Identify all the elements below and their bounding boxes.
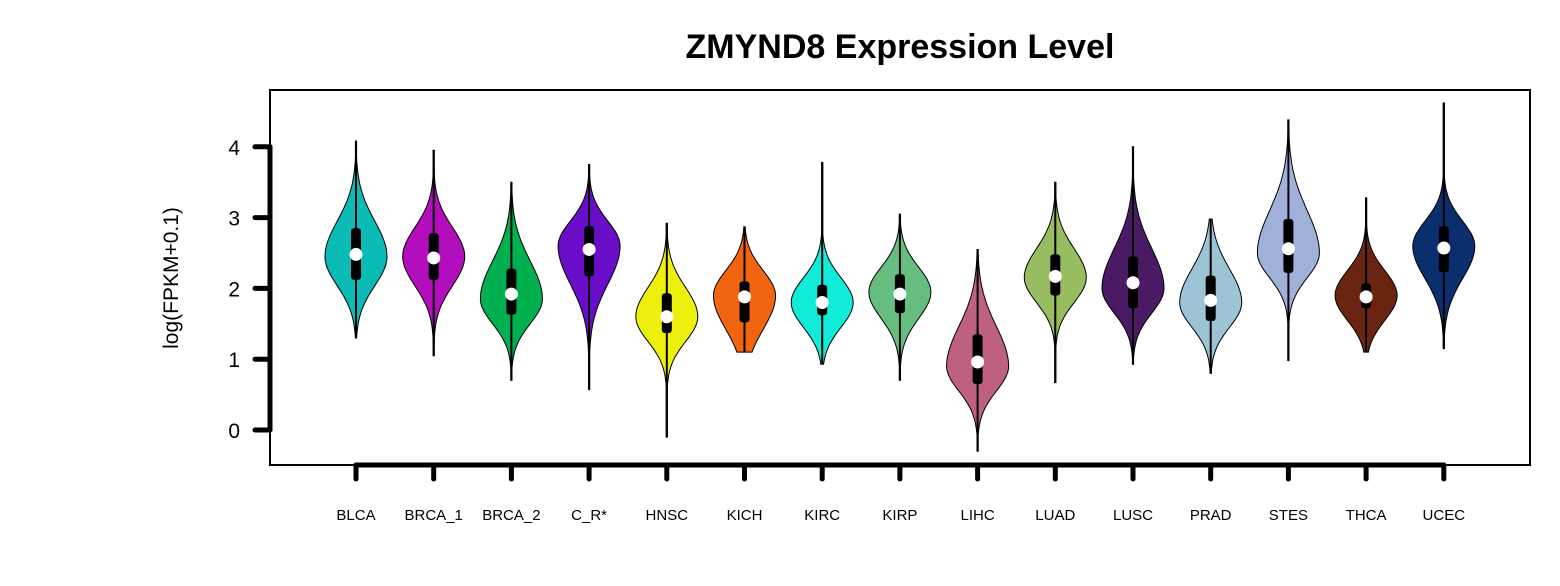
x-axis: BLCA BRCA_1 BRCA_2 C_R* HNSC KICH KIRC KIRP LIHC… (336, 462, 1466, 524)
x-tick-label: BLCA (336, 507, 375, 524)
violin-blca (324, 140, 388, 339)
median-point (1281, 242, 1295, 256)
median-point (738, 290, 751, 304)
violin-brca-1 (402, 149, 466, 357)
x-tick-label: BRCA_2 (482, 507, 540, 524)
violin-prad (1179, 218, 1243, 374)
x-tick-label: KICH (727, 507, 763, 524)
median-point (1437, 241, 1451, 255)
median-point (504, 287, 518, 301)
x-tick-label: UCEC (1423, 507, 1466, 524)
y-tick-label: 0 (228, 420, 240, 443)
y-tick-label: 4 (228, 137, 240, 160)
median-point (660, 310, 674, 324)
y-tick-label: 3 (228, 208, 240, 231)
x-tick-label: KIRC (804, 507, 840, 524)
y-axis-label: log(FPKM+0.1) (160, 207, 183, 349)
violin-hnsc (635, 222, 699, 438)
y-axis: 0 1 2 3 4 (228, 137, 273, 443)
violin-kirc (790, 161, 854, 365)
median-point (1048, 269, 1062, 283)
x-tick-label: KIRP (882, 507, 917, 524)
violin-lihc (946, 249, 1010, 452)
violin-kirp (868, 213, 932, 381)
median-point (815, 296, 829, 310)
median-point (582, 242, 596, 256)
violin-thca (1334, 197, 1398, 353)
violins-group (324, 102, 1476, 452)
chart-title: ZMYND8 Expression Level (686, 28, 1115, 66)
violin-ucec (1412, 102, 1476, 350)
violin-stes (1256, 119, 1320, 362)
violin-lusc (1101, 146, 1165, 365)
x-tick-label: LUAD (1035, 507, 1075, 524)
median-point (1126, 276, 1140, 290)
violin-c-r (557, 164, 621, 391)
x-tick-label: THCA (1346, 507, 1387, 524)
x-tick-label: BRCA_1 (405, 507, 463, 524)
x-tick-label: STES (1269, 507, 1308, 524)
median-point (893, 287, 907, 301)
y-tick-label: 2 (228, 278, 240, 301)
median-point (349, 247, 363, 261)
x-tick-label: PRAD (1190, 507, 1232, 524)
median-point (1359, 290, 1373, 304)
x-tick-label: HNSC (646, 507, 689, 524)
median-point (971, 355, 985, 369)
x-tick-label: LUSC (1113, 507, 1153, 524)
x-tick-label: LIHC (961, 507, 995, 524)
x-tick-label: C_R* (571, 507, 607, 524)
violin-kich (713, 226, 776, 353)
violin-brca-2 (479, 181, 543, 381)
median-point (1204, 293, 1218, 307)
violin-luad (1023, 181, 1087, 384)
y-tick-label: 1 (228, 349, 240, 372)
median-point (427, 251, 441, 265)
